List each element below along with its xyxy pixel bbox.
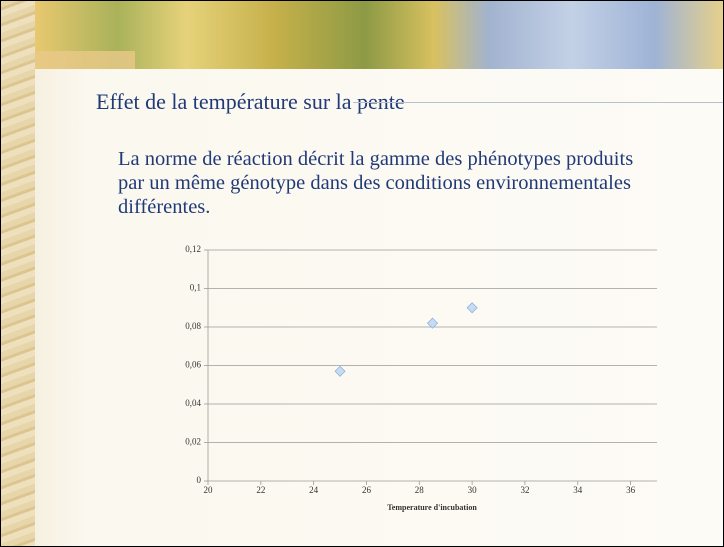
y-tick-label: 0,04	[185, 398, 201, 408]
y-tick-label: 0,02	[185, 437, 201, 447]
x-tick-label: 26	[362, 485, 372, 495]
y-tick-label: 0,1	[190, 283, 201, 293]
banner	[35, 1, 723, 69]
x-tick-label: 20	[204, 485, 214, 495]
x-tick-label: 34	[573, 485, 583, 495]
y-tick-label: 0,12	[185, 244, 201, 254]
slide-body: La norme de réaction décrit la gamme des…	[118, 148, 634, 218]
point	[426, 317, 439, 329]
x-tick-label: 24	[309, 485, 319, 495]
y-tick-label: 0	[197, 475, 202, 485]
x-tick-label: 30	[468, 485, 478, 495]
left-texture	[1, 1, 35, 546]
point	[334, 365, 346, 377]
title-rule	[353, 102, 723, 103]
x-tick-label: 28	[415, 485, 425, 495]
x-tick-label: 32	[520, 485, 529, 495]
y-tick-label: 0,08	[185, 321, 201, 331]
x-tick-label: 36	[626, 485, 636, 495]
point	[466, 302, 478, 314]
x-axis-label: Temperature d'incubation	[387, 503, 477, 512]
y-tick-label: 0,06	[185, 360, 201, 370]
slide-title: Effet de la température sur la pente	[96, 89, 405, 114]
x-tick-label: 22	[256, 485, 265, 495]
banner-band	[35, 51, 135, 69]
